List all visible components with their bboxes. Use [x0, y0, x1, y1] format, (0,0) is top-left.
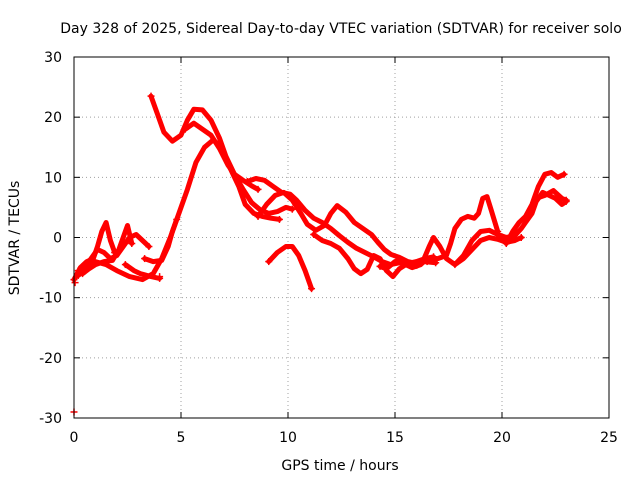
chart-title: Day 328 of 2025, Sidereal Day-to-day VTE… [60, 21, 622, 37]
series-start-marker [141, 255, 149, 263]
x-tick-label: 20 [493, 430, 511, 446]
y-tick-label: 20 [44, 110, 62, 126]
x-tick-label: 0 [70, 430, 79, 446]
series-end-marker [111, 249, 119, 257]
series-end-marker [128, 240, 136, 248]
axis-ticks: 0 5 10 15 20 25 -30 -20 -10 0 10 20 30 [39, 50, 618, 446]
series-start-marker [181, 125, 189, 133]
series-end-marker [275, 215, 283, 223]
series-end-marker [254, 185, 262, 193]
series-pass-j [452, 189, 569, 268]
series-end-marker [560, 170, 568, 178]
x-tick-label: 10 [279, 430, 297, 446]
series-start-marker [254, 212, 262, 220]
y-tick-label: -10 [39, 291, 62, 307]
series-end-marker [145, 243, 153, 251]
series-start-marker [451, 261, 459, 269]
series-end-marker [494, 227, 502, 235]
series-pass-c [75, 137, 282, 283]
y-tick-label: 0 [53, 231, 62, 247]
series-end-marker [517, 234, 525, 241]
y-tick-label: -30 [39, 411, 62, 427]
y-tick-label: 10 [44, 170, 62, 186]
y-axis-label: SDTVAR / TECUs [7, 181, 23, 296]
x-tick-label: 5 [177, 430, 186, 446]
series-start-marker [243, 178, 251, 186]
y-tick-label: -20 [39, 351, 62, 367]
series-end-marker [308, 285, 316, 293]
series-start-marker [310, 230, 318, 238]
series-pass-k [503, 170, 567, 246]
x-axis-label: GPS time / hours [281, 458, 398, 474]
series-pass-l [533, 188, 569, 203]
x-tick-label: 15 [386, 430, 404, 446]
series-end-marker [288, 205, 296, 213]
series-start-marker [532, 194, 540, 202]
series-start-marker [147, 92, 155, 100]
series-start-marker [79, 270, 87, 278]
data-point [74, 267, 82, 275]
series-pass-p [142, 216, 180, 265]
series-pass-i [424, 194, 501, 265]
series-pass-g [311, 232, 430, 280]
series-start-marker [265, 258, 273, 266]
series-end-marker [432, 259, 440, 267]
data-point [71, 279, 79, 287]
series-end-marker [562, 196, 570, 204]
series-start-marker [502, 240, 510, 248]
data-point [156, 273, 164, 281]
series-start-marker [121, 261, 129, 269]
series-pass-e [255, 189, 439, 266]
series-pass-d [244, 176, 436, 268]
data-series [70, 92, 570, 416]
series-pass-a [148, 93, 295, 216]
series-pass-h [377, 235, 524, 272]
series-start-marker [423, 258, 431, 266]
series-pass-q [122, 262, 163, 281]
series-end-marker [430, 253, 438, 261]
y-tick-label: 30 [44, 50, 62, 66]
series-pass-f [266, 244, 314, 292]
series-end-marker [173, 215, 181, 223]
x-tick-label: 25 [600, 430, 618, 446]
series-pass-o [80, 223, 135, 277]
series-start-marker [376, 262, 384, 270]
